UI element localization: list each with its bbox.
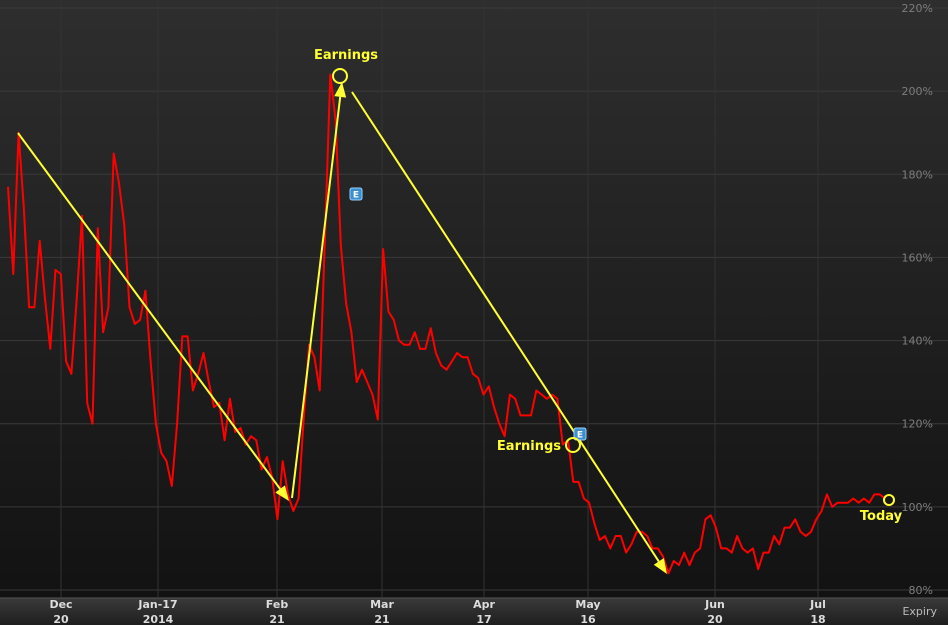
x-tick-month: Feb	[266, 598, 289, 611]
trend-arrow-head	[275, 485, 289, 501]
x-tick-month: Jun	[704, 598, 725, 611]
y-tick-label: 80%	[909, 584, 933, 597]
trend-arrow-line	[351, 91, 660, 562]
x-tick-day: 16	[580, 613, 596, 625]
x-tick-month: Mar	[370, 598, 394, 611]
earnings-marker-label: E	[353, 191, 359, 201]
x-tick-day: 21	[374, 613, 389, 625]
y-tick-label: 100%	[902, 501, 933, 514]
x-tick-month: Dec	[49, 598, 72, 611]
earnings-marker	[573, 427, 587, 441]
trend-arrow-line	[291, 96, 342, 499]
y-tick-label: 200%	[902, 85, 933, 98]
x-axis-band	[0, 598, 948, 625]
x-tick-day: 17	[476, 613, 491, 625]
x-tick-day: 2014	[143, 613, 174, 625]
x-tick-day: 18	[810, 613, 825, 625]
annotation-label: Earnings	[314, 48, 378, 63]
y-tick-label: 180%	[902, 168, 933, 181]
annotation-label: Earnings	[497, 439, 561, 454]
annotation-circle	[565, 437, 581, 453]
trend-arrow-line	[17, 132, 281, 490]
x-tick-day: 20	[53, 613, 69, 625]
x-tick-month: Jul	[809, 598, 826, 611]
series-line	[7, 73, 886, 575]
y-tick-label: 160%	[902, 251, 933, 264]
x-tick-month: Apr	[473, 598, 495, 611]
y-tick-label: 140%	[902, 335, 933, 348]
annotation-circle	[332, 68, 348, 84]
x-tick-month: May	[575, 598, 600, 611]
trend-arrow-head	[653, 558, 667, 574]
y-tick-label: 120%	[902, 418, 933, 431]
earnings-marker-label: E	[577, 431, 583, 441]
x-tick-month: Jan-17	[137, 598, 177, 611]
earnings-marker	[349, 187, 363, 201]
trend-arrow-head	[334, 82, 347, 98]
x-tick-day: 21	[269, 613, 284, 625]
x-tick-day: 20	[707, 613, 723, 625]
y-tick-label: 220%	[902, 2, 933, 15]
annotation-label: Today	[860, 509, 903, 524]
x-axis-label: Expiry	[902, 605, 937, 618]
annotation-circle	[883, 494, 895, 506]
